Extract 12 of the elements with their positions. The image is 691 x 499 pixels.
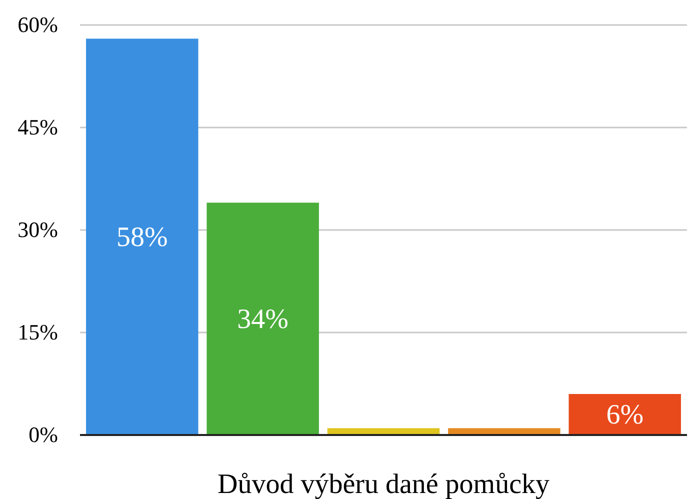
bar [568,394,681,435]
y-tick-label: 45% [18,114,58,140]
y-tick-label: 30% [18,217,58,242]
y-tick-label: 15% [18,320,58,345]
data-label: 58% [116,222,168,253]
y-tick-label: 0% [28,422,58,448]
y-tick-label: 60% [18,12,58,38]
data-label: 34% [237,304,288,335]
bar [206,202,319,435]
data-label: 6% [606,400,644,430]
x-axis-title: Důvod výběru dané pomůcky [217,469,550,499]
bar [86,38,198,435]
